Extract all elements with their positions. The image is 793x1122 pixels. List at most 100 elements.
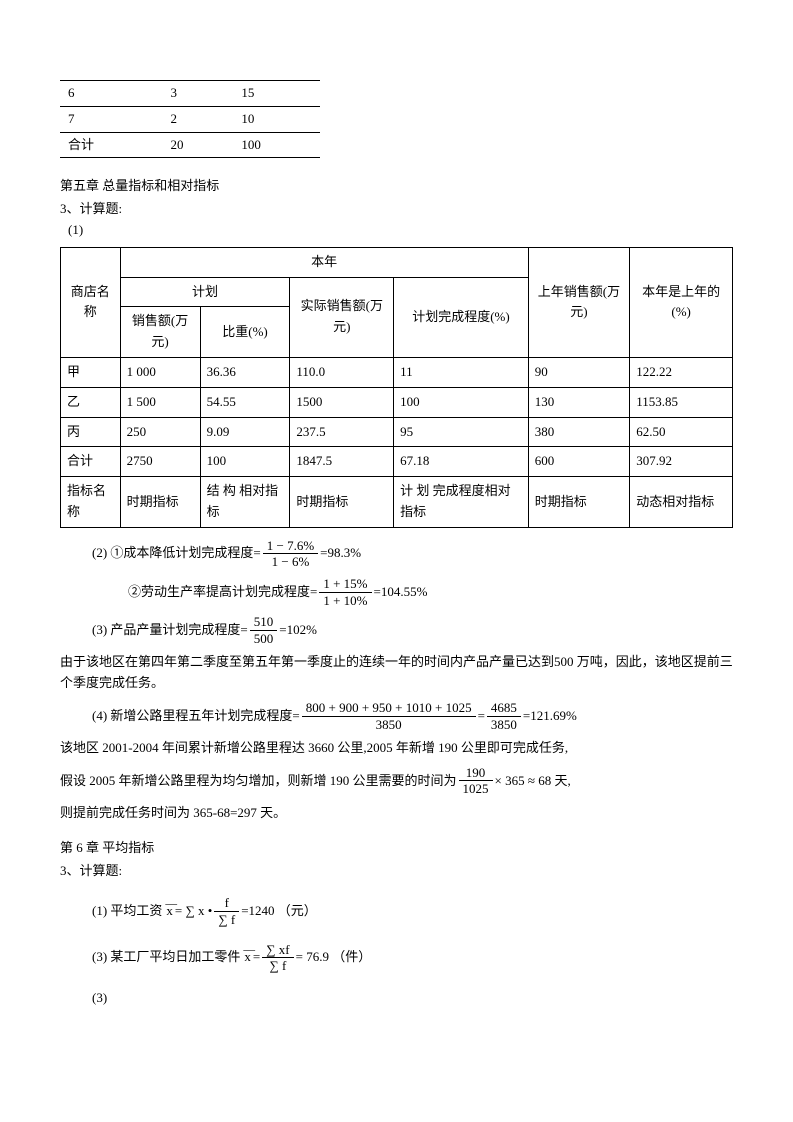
text: × 365 ≈ 68 天, — [495, 771, 571, 792]
cell: 乙 — [61, 387, 121, 417]
col-sales-amt: 销售额(万元) — [120, 307, 200, 358]
sales-table: 商店名称 本年 上年销售额(万元) 本年是上年的(%) 计划 实际销售额(万元)… — [60, 247, 733, 528]
cell: 2750 — [120, 447, 200, 477]
fraction: 1 − 7.6%1 − 6% — [263, 538, 318, 570]
calc6-1: (1) 平均工资 x = ∑ x • f∑ f =1240 （元） — [60, 895, 733, 927]
header-row: 商店名称 本年 上年销售额(万元) 本年是上年的(%) — [61, 247, 733, 277]
cell: 600 — [528, 447, 630, 477]
chapter5-title: 第五章 总量指标和相对指标 — [60, 176, 733, 197]
cell: 1847.5 — [290, 447, 394, 477]
cell: 1 500 — [120, 387, 200, 417]
fraction: 46853850 — [487, 700, 521, 732]
cell: 计 划 完成程度相对指标 — [394, 477, 529, 528]
result: =1240 （元） — [241, 901, 317, 922]
result: =102% — [279, 620, 317, 641]
xbar: x — [244, 947, 251, 968]
freq-table: 6315 7210 合计20100 — [60, 80, 320, 158]
calc6-3b-label: (3) — [60, 988, 733, 1009]
cell: 合计 — [61, 447, 121, 477]
fraction: 1901025 — [459, 765, 493, 797]
result: = 76.9 （件） — [296, 947, 372, 968]
xbar: x — [166, 901, 173, 922]
text: 假设 2005 年新增公路里程为均匀增加，则新增 190 公里需要的时间为 — [60, 771, 457, 792]
result: =121.69% — [523, 706, 577, 727]
col-last-year: 上年销售额(万元) — [528, 247, 630, 357]
cell: 3 — [163, 81, 234, 107]
cell: 15 — [233, 81, 320, 107]
label: (4) 新增公路里程五年计划完成程度= — [92, 706, 300, 727]
fraction: 1 + 15%1 + 10% — [319, 576, 371, 608]
cell: 1153.85 — [630, 387, 733, 417]
cell: 甲 — [61, 357, 121, 387]
cell: 67.18 — [394, 447, 529, 477]
label: (3) 某工厂平均日加工零件 — [92, 947, 240, 968]
cell: 100 — [394, 387, 529, 417]
cell: 100 — [200, 447, 290, 477]
cell: 380 — [528, 417, 630, 447]
table-row: 甲1 00036.36110.01190122.22 — [61, 357, 733, 387]
question-label: 3、计算题: — [60, 861, 733, 882]
cell: 动态相对指标 — [630, 477, 733, 528]
col-ratio: 本年是上年的(%) — [630, 247, 733, 357]
label: (3) 产品产量计划完成程度= — [92, 620, 248, 641]
cell: 1 000 — [120, 357, 200, 387]
table-row: 7210 — [60, 106, 320, 132]
col-store: 商店名称 — [61, 247, 121, 357]
cell: 9.09 — [200, 417, 290, 447]
cell: 100 — [233, 132, 320, 158]
table-row: 合计27501001847.567.18600307.92 — [61, 447, 733, 477]
fraction: ∑ xf∑ f — [262, 942, 293, 974]
cell: 110.0 — [290, 357, 394, 387]
cell: 237.5 — [290, 417, 394, 447]
cell: 36.36 — [200, 357, 290, 387]
result: =98.3% — [320, 543, 361, 564]
cell: 时期指标 — [528, 477, 630, 528]
cell: 7 — [60, 106, 163, 132]
label: ②劳动生产率提高计划完成程度= — [128, 582, 317, 603]
cell: 122.22 — [630, 357, 733, 387]
cell: 结 构 相对指标 — [200, 477, 290, 528]
cell: 11 — [394, 357, 529, 387]
col-plan: 计划 — [120, 277, 290, 307]
col-current-year: 本年 — [120, 247, 528, 277]
calc-2-1: (2) ①成本降低计划完成程度= 1 − 7.6%1 − 6% =98.3% — [60, 538, 733, 570]
equals: = — [478, 706, 485, 727]
calc-3-text: 由于该地区在第四年第二季度至第五年第一季度止的连续一年的时间内产品产量已达到50… — [60, 652, 733, 694]
cell: 95 — [394, 417, 529, 447]
calc-4-text3: 则提前完成任务时间为 365-68=297 天。 — [60, 803, 733, 824]
calc-3: (3) 产品产量计划完成程度= 510500 =102% — [60, 614, 733, 646]
fraction: 510500 — [250, 614, 278, 646]
cell: 62.50 — [630, 417, 733, 447]
calc-2-2: ②劳动生产率提高计划完成程度= 1 + 15%1 + 10% =104.55% — [60, 576, 733, 608]
table-row: 6315 — [60, 81, 320, 107]
col-completion: 计划完成程度(%) — [394, 277, 529, 357]
calc-4: (4) 新增公路里程五年计划完成程度= 800 + 900 + 950 + 10… — [60, 700, 733, 732]
sub-label: (1) — [60, 220, 733, 241]
chapter6-title: 第 6 章 平均指标 — [60, 838, 733, 859]
label: (2) ①成本降低计划完成程度= — [92, 543, 261, 564]
question-label: 3、计算题: — [60, 199, 733, 220]
cell: 10 — [233, 106, 320, 132]
cell: 2 — [163, 106, 234, 132]
cell: 合计 — [60, 132, 163, 158]
cell: 54.55 — [200, 387, 290, 417]
cell: 130 — [528, 387, 630, 417]
calc-4-text1: 该地区 2001-2004 年间累计新增公路里程达 3660 公里,2005 年… — [60, 738, 733, 759]
label: (1) 平均工资 — [92, 901, 162, 922]
cell: 6 — [60, 81, 163, 107]
cell: 307.92 — [630, 447, 733, 477]
cell: 250 — [120, 417, 200, 447]
cell: 1500 — [290, 387, 394, 417]
result: =104.55% — [374, 582, 428, 603]
col-proportion: 比重(%) — [200, 307, 290, 358]
cell: 时期指标 — [120, 477, 200, 528]
cell: 指标名称 — [61, 477, 121, 528]
calc-4-text2: 假设 2005 年新增公路里程为均匀增加，则新增 190 公里需要的时间为 19… — [60, 765, 733, 797]
fraction: f∑ f — [214, 895, 239, 927]
table-row: 合计20100 — [60, 132, 320, 158]
table-row: 乙1 50054.5515001001301153.85 — [61, 387, 733, 417]
cell: 90 — [528, 357, 630, 387]
fraction: 800 + 900 + 950 + 1010 + 10253850 — [302, 700, 476, 732]
col-actual: 实际销售额(万元) — [290, 277, 394, 357]
formula: = ∑ x • — [175, 901, 212, 922]
